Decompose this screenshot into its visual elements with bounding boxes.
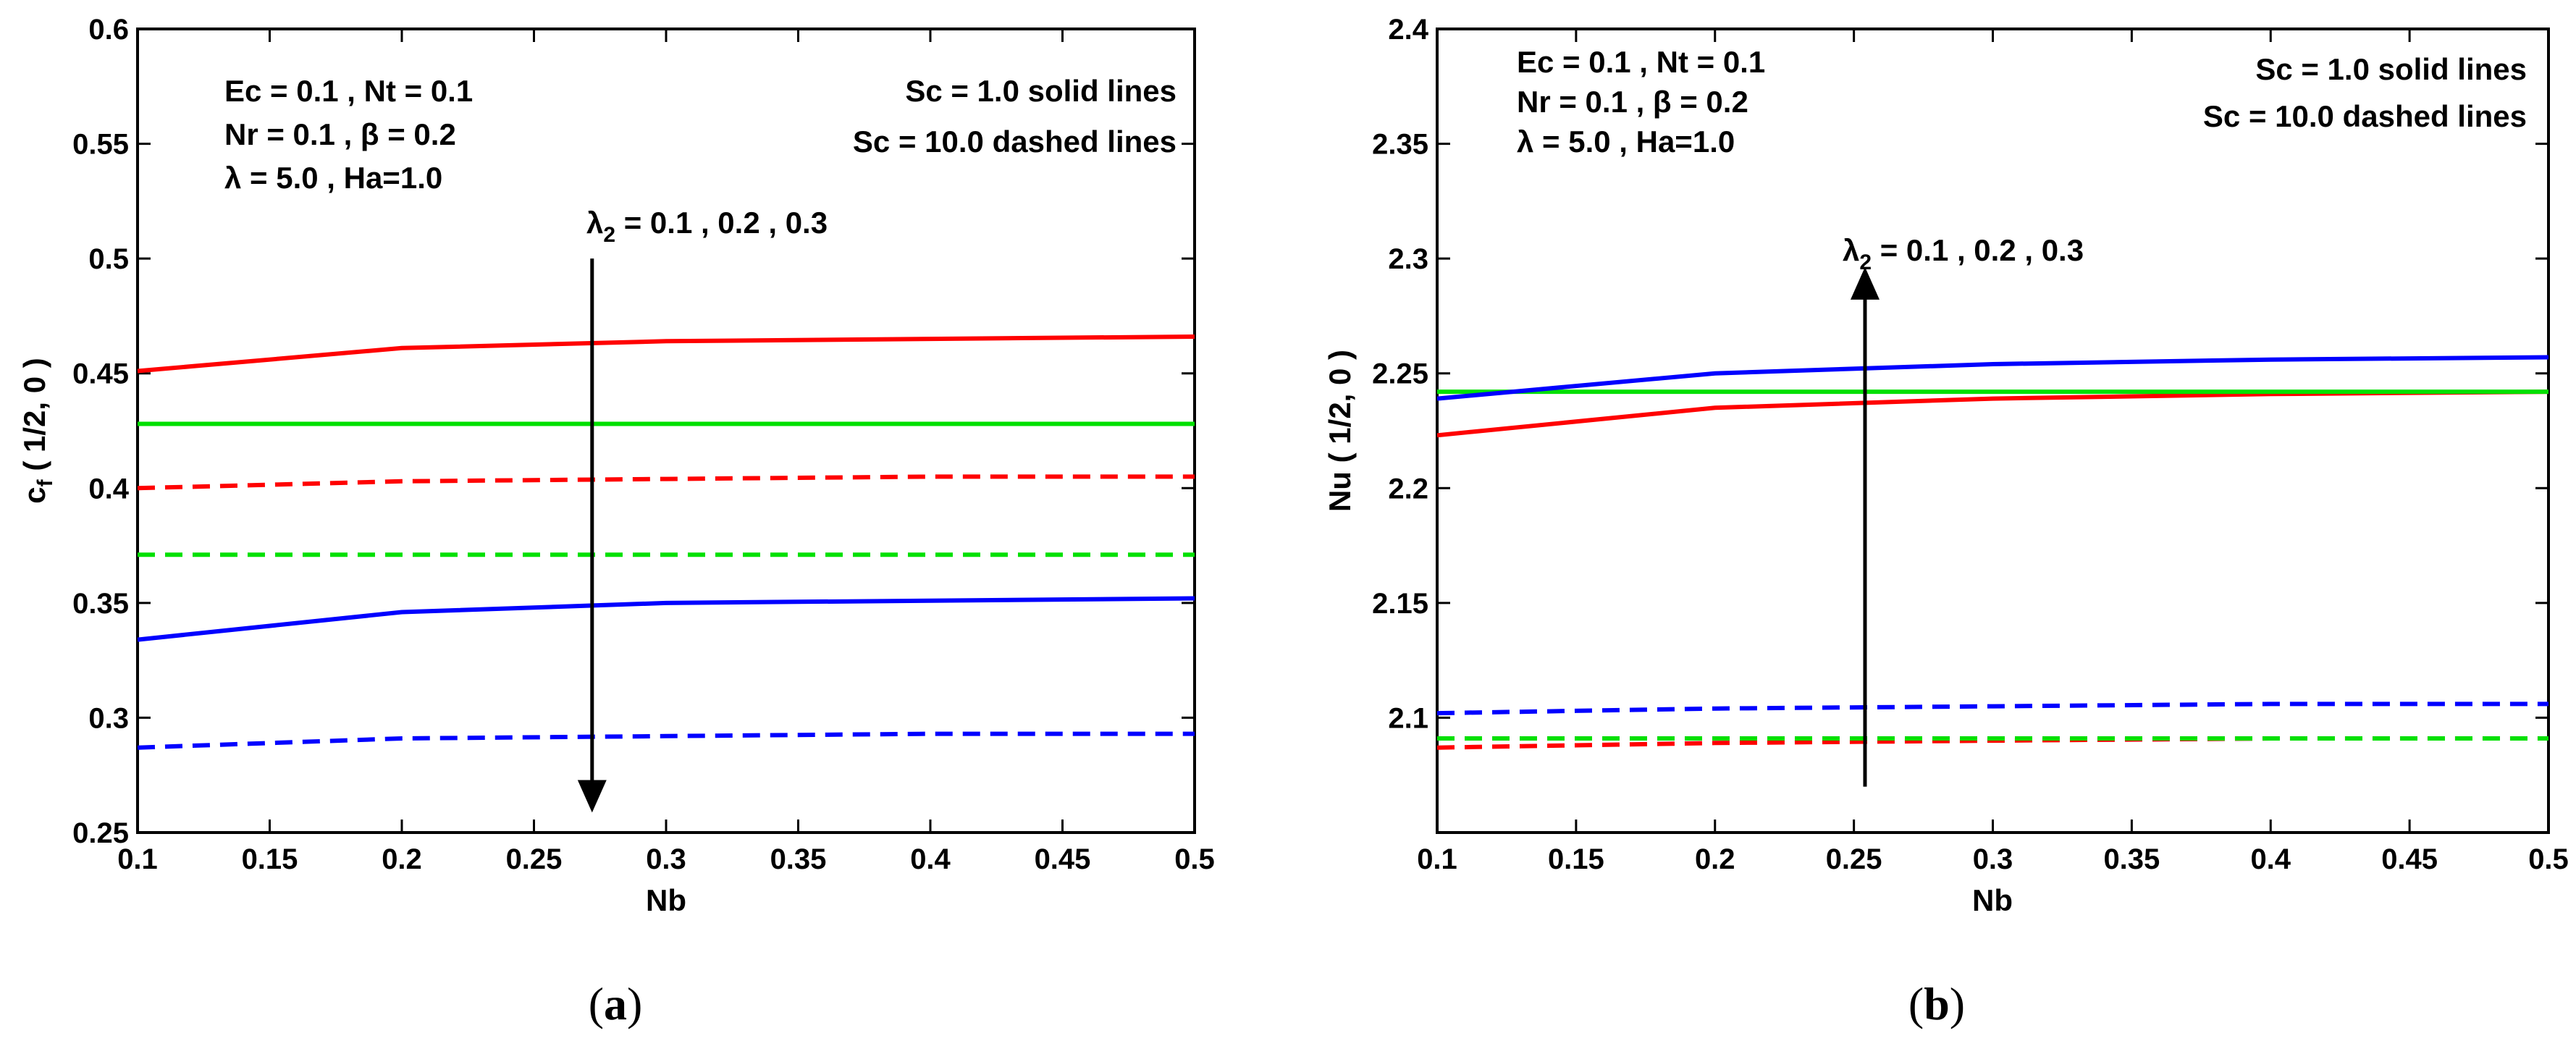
x-axis-label: Nb [1972,883,2013,917]
annotations: Ec = 0.1 , Nt = 0.1 Nr = 0.1 , β = 0.2 λ… [224,74,1177,813]
x-tick-label: 0.45 [2381,843,2438,875]
panel-caption: (b) [1908,978,1965,1029]
param-line-3: λ = 5.0 , Ha=1.0 [1517,125,1735,159]
y-tick-label: 2.3 [1388,243,1428,275]
x-axis-label: Nb [646,883,686,917]
series-line-4 [137,474,1195,491]
series-line-3 [137,596,1195,642]
y-tick-label: 0.45 [72,358,129,390]
x-tick-label: 0.5 [1174,843,1215,875]
axis-ticks: 0.1 0.15 0.2 0.25 0.3 0.35 0.4 0.45 0.5 0.25 0.3 0.… [72,14,1215,875]
x-tick-label: 0.2 [1695,843,1735,875]
param-line-1: Ec = 0.1 , Nt = 0.1 [1517,45,1765,79]
series-line-4 [1436,736,2548,750]
series-line-1 [1436,389,2549,438]
x-tick-label: 0.15 [242,843,298,875]
y-tick-label: 0.3 [88,702,129,734]
param-line-2: Nr = 0.1 , β = 0.2 [224,117,456,151]
arrow-label-rest: = 0.1 , 0.2 , 0.3 [1872,233,2084,267]
caption-close: ) [627,978,642,1029]
y-label-main: c [17,486,51,503]
arrow-label-rest: = 0.1 , 0.2 , 0.3 [615,206,828,240]
y-label-main: Nu [1323,471,1357,512]
x-tick-label: 0.4 [910,843,951,875]
caption-open: ( [589,978,604,1029]
param-line-3: λ = 5.0 , Ha=1.0 [224,161,442,195]
y-tick-label: 2.2 [1388,473,1428,505]
legend-note-solid: Sc = 1.0 solid lines [2255,52,2527,86]
y-tick-label: 0.4 [88,473,129,505]
caption-letter: b [1924,978,1950,1029]
arrow-label: λ2 = 0.1 , 0.2 , 0.3 [586,206,828,247]
series-line-1 [137,334,1195,374]
series-group [1436,355,2549,750]
x-tick-label: 0.5 [2528,843,2569,875]
x-tick-label: 0.45 [1035,843,1091,875]
annotations: Ec = 0.1 , Nt = 0.1 Nr = 0.1 , β = 0.2 λ… [1517,45,2527,787]
y-tick-label: 2.4 [1388,14,1428,46]
series-line-6 [137,731,1195,750]
arrow-label-main: λ [586,206,603,240]
x-tick-label: 0.25 [506,843,563,875]
panel-a: 0.1 0.15 0.2 0.25 0.3 0.35 0.4 0.45 0.5 0.25 0.3 0.… [17,14,1215,1029]
y-axis-label: cf ( 1/2, 0 ) [17,358,57,503]
caption-close: ) [1950,978,1965,1029]
x-tick-label: 0.15 [1548,843,1604,875]
arrow-label-main: λ [1843,233,1859,267]
x-tick-label: 0.1 [117,843,158,875]
y-tick-label: 2.1 [1388,702,1428,734]
y-tick-label: 0.5 [88,243,129,275]
y-tick-label: 0.55 [72,129,129,161]
y-tick-label: 2.25 [1372,358,1428,390]
panel-b: 0.1 0.15 0.2 0.25 0.3 0.35 0.4 0.45 0.5 2.1 2.15 2.… [1323,14,2569,1029]
legend-note-dashed: Sc = 10.0 dashed lines [2203,99,2527,133]
x-tick-label: 0.35 [2103,843,2160,875]
x-tick-label: 0.1 [1417,843,1457,875]
x-tick-label: 0.2 [382,843,422,875]
x-tick-label: 0.35 [770,843,827,875]
y-label-sub: f [33,479,57,486]
x-tick-label: 0.25 [1826,843,1882,875]
arrow-label: λ2 = 0.1 , 0.2 , 0.3 [1843,233,2084,274]
legend-note-solid: Sc = 1.0 solid lines [905,74,1177,108]
series-line-3 [1436,355,2549,401]
series-group [137,334,1195,750]
arrow-label-sub: 2 [1859,250,1872,274]
axis-ticks: 0.1 0.15 0.2 0.25 0.3 0.35 0.4 0.45 0.5 2.1 2.15 2.… [1372,14,2569,875]
y-tick-label: 0.6 [88,14,129,46]
caption-letter: a [604,978,627,1029]
x-tick-label: 0.3 [1973,843,2013,875]
legend-note-dashed: Sc = 10.0 dashed lines [853,125,1177,159]
param-line-2: Nr = 0.1 , β = 0.2 [1517,85,1748,119]
series-line-6 [1436,702,2548,716]
x-tick-label: 0.4 [2250,843,2291,875]
y-tick-label: 2.15 [1372,588,1428,620]
panel-caption: (a) [589,978,643,1029]
y-tick-label: 0.25 [72,817,129,849]
y-tick-label: 2.35 [1372,129,1428,161]
y-label-rest: ( 1/2, 0 ) [1323,350,1357,471]
arrow-label-sub: 2 [603,223,615,247]
caption-open: ( [1908,978,1924,1029]
y-axis-label: Nu ( 1/2, 0 ) [1323,350,1357,512]
y-tick-label: 0.35 [72,588,129,620]
x-tick-label: 0.3 [646,843,686,875]
param-line-1: Ec = 0.1 , Nt = 0.1 [224,74,473,108]
y-label-rest: ( 1/2, 0 ) [17,358,51,479]
